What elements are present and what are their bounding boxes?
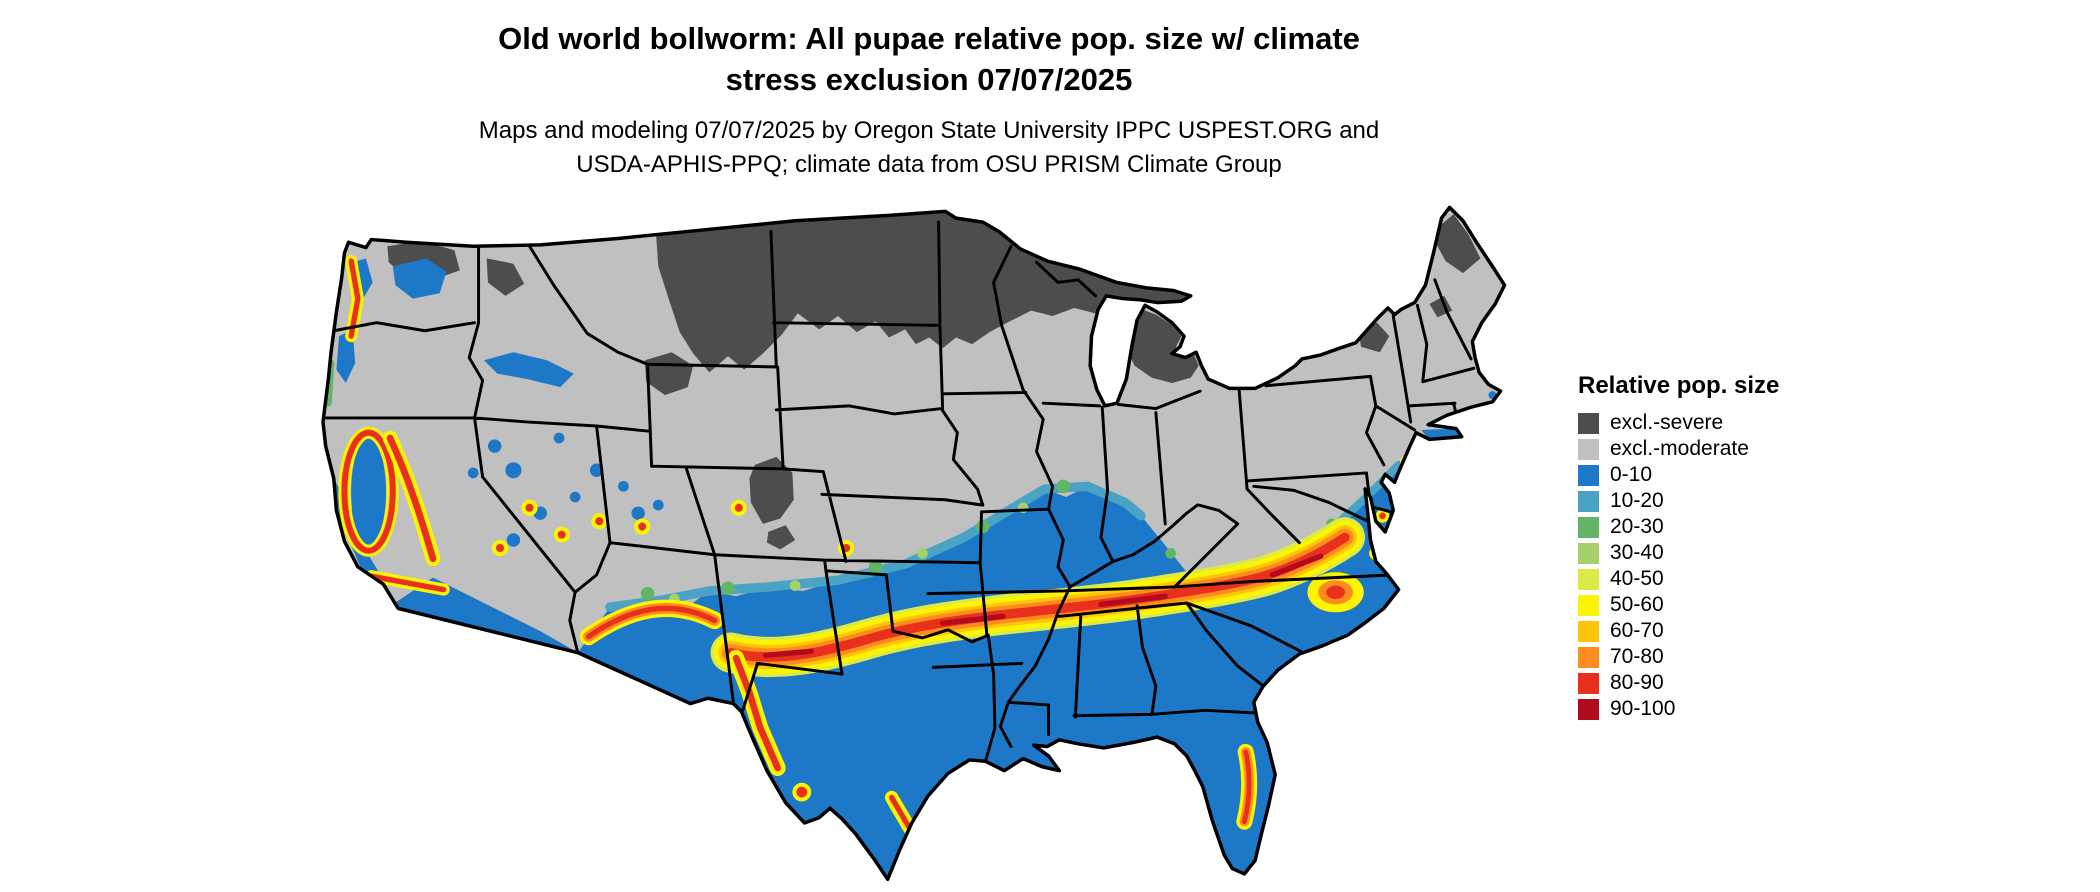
legend-item: 80-90: [1578, 670, 1878, 696]
map-appalachian-excluded-wedge: [1174, 475, 1262, 601]
legend-label: excl.-severe: [1610, 411, 1724, 434]
legend-label: 60-70: [1610, 619, 1664, 642]
legend-label: 0-10: [1610, 463, 1653, 486]
legend-item: excl.-moderate: [1578, 436, 1878, 462]
legend-swatch: [1578, 568, 1599, 590]
legend-label: 30-40: [1610, 541, 1664, 564]
us-map-svg: [321, 205, 1507, 882]
subtitle-line-1: Maps and modeling 07/07/2025 by Oregon S…: [478, 117, 1380, 144]
legend-label: 90-100: [1610, 697, 1676, 720]
us-map: [310, 202, 1535, 886]
map-state-borders: [324, 220, 1476, 763]
title-line-2: stress exclusion 07/07/2025: [725, 62, 1133, 97]
title-line-1: Old world bollworm: All pupae relative p…: [498, 21, 1360, 56]
legend-swatch: [1578, 698, 1599, 720]
legend-item: 10-20: [1578, 488, 1878, 514]
map-regional-hotspots: [338, 254, 1258, 837]
legend-item: excl.-severe: [1578, 410, 1878, 436]
legend-label: 50-60: [1610, 593, 1664, 616]
legend-label: 10-20: [1610, 489, 1664, 512]
legend-item: 0-10: [1578, 462, 1878, 488]
legend-swatch: [1578, 412, 1599, 434]
legend-item: 50-60: [1578, 592, 1878, 618]
legend-item: 90-100: [1578, 696, 1878, 722]
legend-label: 80-90: [1610, 671, 1664, 694]
legend-label: 70-80: [1610, 645, 1664, 668]
legend-label: excl.-moderate: [1610, 437, 1749, 460]
legend-label: 40-50: [1610, 567, 1664, 590]
legend-item: 20-30: [1578, 514, 1878, 540]
legend-swatch: [1578, 438, 1599, 460]
legend-swatch: [1578, 672, 1599, 694]
legend: Relative pop. size excl.-severe excl.-mod…: [1578, 372, 1878, 722]
page-title: Old world bollworm: All pupae relative p…: [0, 18, 1858, 100]
legend-swatch: [1578, 620, 1599, 642]
subtitle-line-2: USDA-APHIS-PPQ; climate data from OSU PR…: [576, 151, 1282, 178]
legend-item: 60-70: [1578, 618, 1878, 644]
legend-swatch: [1578, 594, 1599, 616]
legend-swatch: [1578, 516, 1599, 538]
legend-item: 30-40: [1578, 540, 1878, 566]
legend-item: 40-50: [1578, 566, 1878, 592]
legend-item: 70-80: [1578, 644, 1878, 670]
legend-list: excl.-severe excl.-moderate 0-10 10-20 20-30…: [1578, 410, 1878, 722]
header: Old world bollworm: All pupae relative p…: [0, 18, 1858, 182]
legend-swatch: [1578, 646, 1599, 668]
legend-swatch: [1578, 490, 1599, 512]
page-subtitle: Maps and modeling 07/07/2025 by Oregon S…: [0, 114, 1858, 182]
legend-swatch: [1578, 464, 1599, 486]
legend-title: Relative pop. size: [1578, 372, 1780, 399]
legend-label: 20-30: [1610, 515, 1664, 538]
legend-swatch: [1578, 542, 1599, 564]
